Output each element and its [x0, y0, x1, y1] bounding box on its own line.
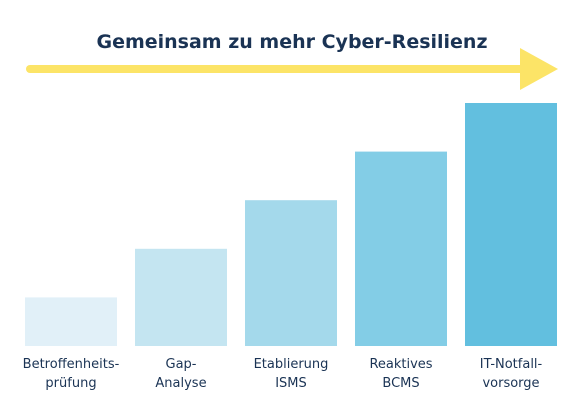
- category-label-5-line-1: IT-Notfall-: [480, 357, 543, 372]
- arrow-head: [520, 48, 558, 90]
- bar-1: [25, 297, 117, 346]
- bar-3: [245, 200, 337, 346]
- category-label-5-line-2: vorsorge: [482, 376, 539, 391]
- bars: [25, 103, 557, 346]
- category-label-2-line-2: Analyse: [155, 376, 206, 391]
- category-label-3-line-2: ISMS: [275, 376, 307, 391]
- category-label-3-line-1: Etablierung: [254, 357, 329, 372]
- category-label-4-line-1: Reaktives: [369, 357, 432, 372]
- bar-2: [135, 248, 227, 346]
- bar-5: [465, 103, 557, 346]
- category-label-1-line-2: prüfung: [45, 376, 96, 391]
- chart-title: Gemeinsam zu mehr Cyber-Resilienz: [96, 31, 487, 53]
- category-label-4-line-2: BCMS: [382, 376, 419, 391]
- category-label-1-line-1: Betroffenheits-: [23, 357, 120, 372]
- bar-4: [355, 151, 447, 346]
- arrow-shaft: [26, 65, 526, 73]
- category-labels: Betroffenheits-prüfung Gap- Analyse Etablie…: [23, 357, 543, 391]
- category-label-2-line-1: Gap-: [166, 357, 197, 372]
- progress-arrow: [26, 48, 558, 90]
